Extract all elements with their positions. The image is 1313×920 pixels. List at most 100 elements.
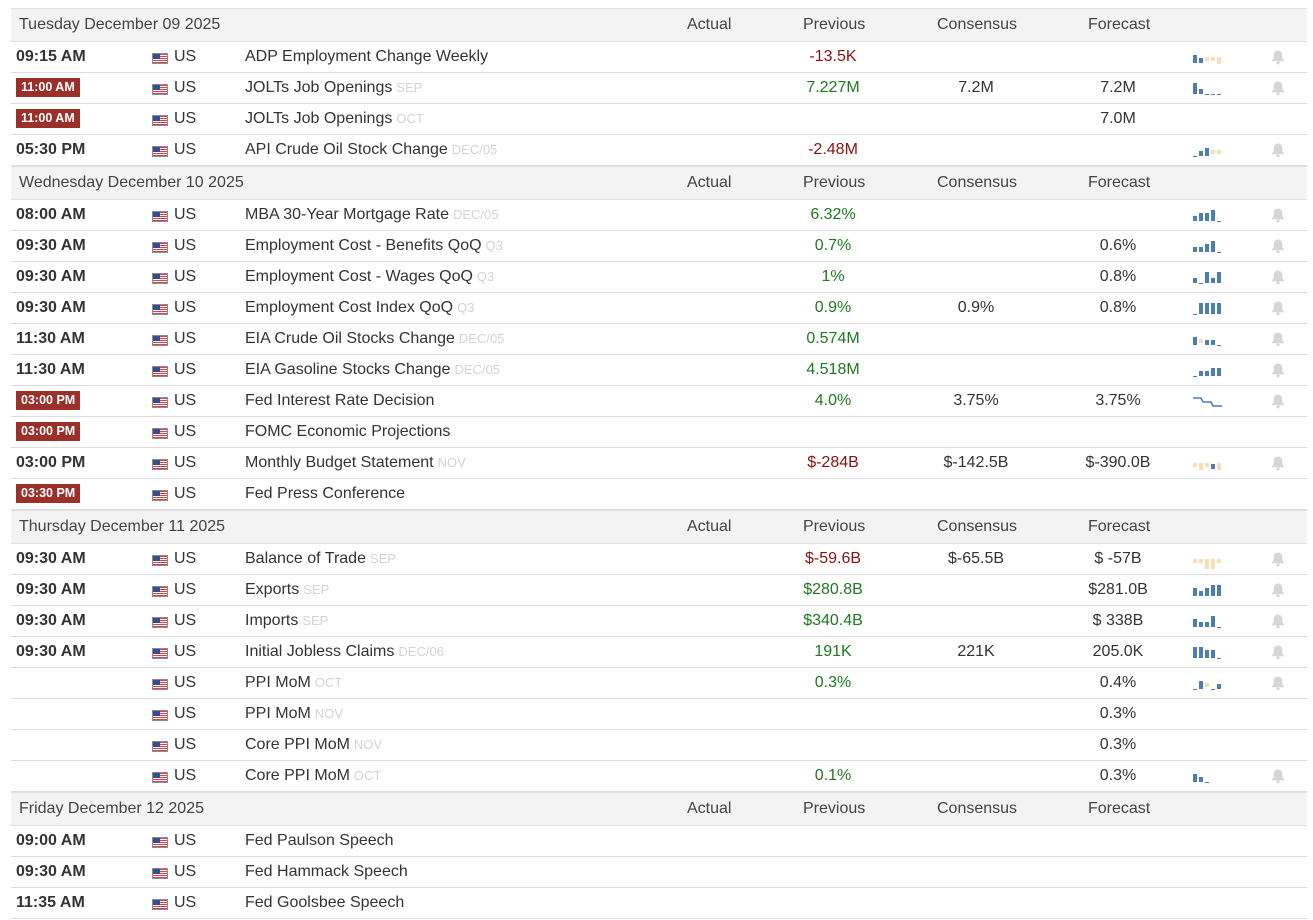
event-row[interactable]: US Core PPI MoM OCT 0.1% 0.3% <box>11 761 1307 792</box>
event-row[interactable]: US PPI MoM OCT 0.3% 0.4% <box>11 668 1307 699</box>
event-row[interactable]: 09:30 AM US Employment Cost Index QoQ Q3 0.9… <box>11 293 1307 324</box>
bell-alert-icon[interactable] <box>1270 613 1286 629</box>
bell-alert-icon[interactable] <box>1270 455 1286 471</box>
event-name-link[interactable]: PPI MoM NOV <box>245 705 343 723</box>
event-row[interactable]: 09:30 AM US Employment Cost - Benefits QoQ… <box>11 231 1307 262</box>
bell-alert-icon[interactable] <box>1270 300 1286 316</box>
event-name-link[interactable]: Employment Cost - Benefits QoQ Q3 <box>245 237 503 255</box>
event-name-link[interactable]: Monthly Budget Statement NOV <box>245 454 466 472</box>
event-row[interactable]: 03:30 PM US Fed Press Conference <box>11 479 1307 510</box>
day-header: Wednesday December 10 2025 Actual Previous… <box>11 166 1307 200</box>
sparkline-chart-icon[interactable] <box>1192 551 1224 569</box>
event-name-link[interactable]: Employment Cost Index QoQ Q3 <box>245 299 474 317</box>
bell-alert-icon[interactable] <box>1270 551 1286 567</box>
us-flag-icon <box>152 211 168 222</box>
bell-alert-icon[interactable] <box>1270 142 1286 158</box>
event-row[interactable]: 11:35 AM US Fed Goolsbee Speech <box>11 888 1307 919</box>
event-name-link[interactable]: Fed Hammack Speech <box>245 863 408 881</box>
sparkline-chart-icon[interactable] <box>1192 582 1224 600</box>
event-row[interactable]: 09:30 AM US Balance of Trade SEP $-59.6B $-65… <box>11 544 1307 575</box>
us-flag-icon <box>152 741 168 752</box>
bell-alert-icon[interactable] <box>1270 80 1286 96</box>
bell-alert-icon[interactable] <box>1270 49 1286 65</box>
event-name-link[interactable]: Employment Cost - Wages QoQ Q3 <box>245 268 494 286</box>
event-row[interactable]: US Core PPI MoM NOV 0.3% <box>11 730 1307 761</box>
event-name-link[interactable]: Exports SEP <box>245 581 329 599</box>
bell-alert-icon[interactable] <box>1270 238 1286 254</box>
event-row[interactable]: 03:00 PM US Monthly Budget Statement NOV $-2… <box>11 448 1307 479</box>
event-name-link[interactable]: Fed Goolsbee Speech <box>245 894 404 912</box>
event-name-link[interactable]: Imports SEP <box>245 612 328 630</box>
event-time: 09:30 AM <box>16 299 86 316</box>
event-name-link[interactable]: Fed Interest Rate Decision <box>245 392 434 410</box>
us-flag-icon <box>152 335 168 346</box>
event-name-link[interactable]: Balance of Trade SEP <box>245 550 396 568</box>
sparkline-chart-icon[interactable] <box>1192 362 1224 380</box>
event-row[interactable]: 09:30 AM US Employment Cost - Wages QoQ Q3 1… <box>11 262 1307 293</box>
us-flag-icon <box>152 146 168 157</box>
sparkline-chart-icon[interactable] <box>1192 142 1224 160</box>
bell-alert-icon[interactable] <box>1270 331 1286 347</box>
bell-alert-icon[interactable] <box>1270 269 1286 285</box>
us-flag-icon <box>152 710 168 721</box>
event-name-link[interactable]: API Crude Oil Stock Change DEC/05 <box>245 141 497 159</box>
bell-alert-icon[interactable] <box>1270 675 1286 691</box>
sparkline-chart-icon[interactable] <box>1192 393 1224 411</box>
country-code: US <box>174 705 197 722</box>
sparkline-chart-icon[interactable] <box>1192 768 1224 786</box>
sparkline-chart-icon[interactable] <box>1192 455 1224 473</box>
event-name-link[interactable]: JOLTs Job Openings SEP <box>245 79 422 97</box>
event-name-link[interactable]: Core PPI MoM OCT <box>245 767 381 785</box>
event-row[interactable]: 11:30 AM US EIA Crude Oil Stocks Change DEC… <box>11 324 1307 355</box>
event-name: JOLTs Job Openings <box>245 79 393 96</box>
event-row[interactable]: 09:30 AM US Fed Hammack Speech <box>11 857 1307 888</box>
event-row[interactable]: 09:30 AM US Initial Jobless Claims DEC/06 19… <box>11 637 1307 668</box>
event-row[interactable]: 08:00 AM US MBA 30-Year Mortgage Rate DEC/0… <box>11 200 1307 231</box>
sparkline-chart-icon[interactable] <box>1192 644 1224 662</box>
event-reference-period: DEC/05 <box>452 207 499 222</box>
event-row[interactable]: US PPI MoM NOV 0.3% <box>11 699 1307 730</box>
sparkline-chart-icon[interactable] <box>1192 80 1224 98</box>
bell-alert-icon[interactable] <box>1270 362 1286 378</box>
event-name-link[interactable]: Fed Paulson Speech <box>245 832 394 850</box>
sparkline-chart-icon[interactable] <box>1192 331 1224 349</box>
sparkline-chart-icon[interactable] <box>1192 300 1224 318</box>
time-badge: 03:30 PM <box>16 484 81 503</box>
event-name-link[interactable]: Initial Jobless Claims DEC/06 <box>245 643 444 661</box>
sparkline-chart-icon[interactable] <box>1192 675 1224 693</box>
event-name-link[interactable]: Core PPI MoM NOV <box>245 736 382 754</box>
event-name-link[interactable]: PPI MoM OCT <box>245 674 342 692</box>
sparkline-chart-icon[interactable] <box>1192 49 1224 67</box>
event-name-link[interactable]: MBA 30-Year Mortgage Rate DEC/05 <box>245 206 499 224</box>
event-row[interactable]: 11:00 AM US JOLTs Job Openings OCT 7.0M <box>11 104 1307 135</box>
bell-alert-icon[interactable] <box>1270 393 1286 409</box>
sparkline-chart-icon[interactable] <box>1192 613 1224 631</box>
event-row[interactable]: 09:30 AM US Imports SEP $340.4B $ 338B <box>11 606 1307 637</box>
event-row[interactable]: 05:30 PM US API Crude Oil Stock Change DEC/… <box>11 135 1307 166</box>
country-code: US <box>174 361 197 378</box>
sparkline-chart-icon[interactable] <box>1192 207 1224 225</box>
event-row[interactable]: 11:30 AM US EIA Gasoline Stocks Change DEC/… <box>11 355 1307 386</box>
event-row[interactable]: 03:00 PM US Fed Interest Rate Decision 4.0%… <box>11 386 1307 417</box>
consensus-value: 3.75% <box>953 392 999 409</box>
bell-alert-icon[interactable] <box>1270 644 1286 660</box>
event-row[interactable]: 09:30 AM US Exports SEP $280.8B $281.0B <box>11 575 1307 606</box>
sparkline-chart-icon[interactable] <box>1192 238 1224 256</box>
event-row[interactable]: 09:15 AM US ADP Employment Change Weekly -1… <box>11 42 1307 73</box>
event-name-link[interactable]: Fed Press Conference <box>245 485 405 503</box>
bell-alert-icon[interactable] <box>1270 207 1286 223</box>
event-name-link[interactable]: FOMC Economic Projections <box>245 423 450 441</box>
event-name: Monthly Budget Statement <box>245 454 434 471</box>
bell-alert-icon[interactable] <box>1270 582 1286 598</box>
event-row[interactable]: 09:00 AM US Fed Paulson Speech <box>11 826 1307 857</box>
event-row[interactable]: 03:00 PM US FOMC Economic Projections <box>11 417 1307 448</box>
event-row[interactable]: 11:00 AM US JOLTs Job Openings SEP 7.227M 7.2… <box>11 73 1307 104</box>
column-header-previous: Previous <box>803 800 866 817</box>
event-name-link[interactable]: ADP Employment Change Weekly <box>245 48 488 66</box>
event-name-link[interactable]: EIA Gasoline Stocks Change DEC/05 <box>245 361 500 379</box>
event-name-link[interactable]: JOLTs Job Openings OCT <box>245 110 424 128</box>
bell-alert-icon[interactable] <box>1270 768 1286 784</box>
sparkline-chart-icon[interactable] <box>1192 269 1224 287</box>
previous-value: 0.3% <box>814 674 852 691</box>
event-name-link[interactable]: EIA Crude Oil Stocks Change DEC/05 <box>245 330 504 348</box>
